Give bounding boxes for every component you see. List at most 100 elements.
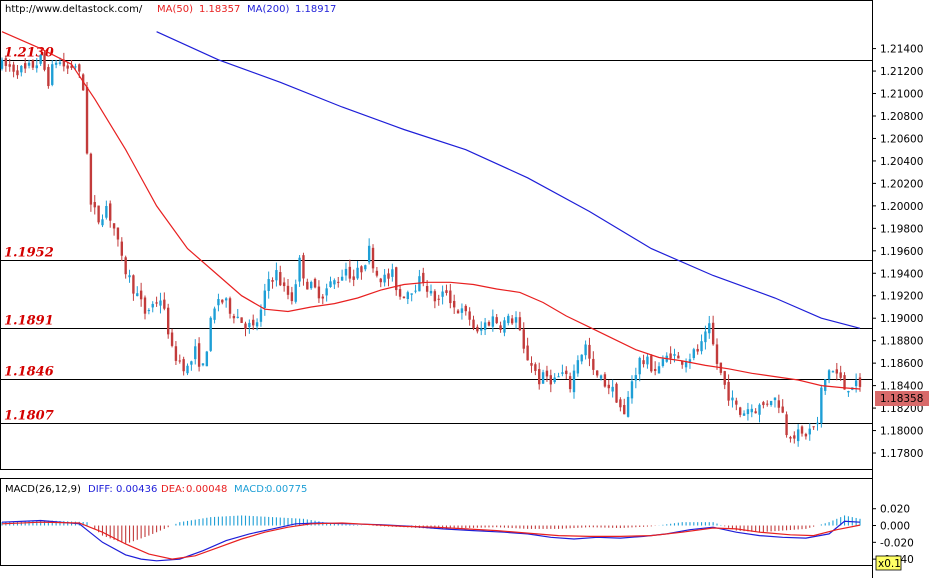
candle-bear: [781, 406, 784, 413]
candle-bull: [769, 400, 773, 405]
candle-bull: [325, 288, 328, 296]
macd-macd-value: 0.00775: [266, 484, 307, 495]
candle-bull: [684, 361, 688, 368]
candlestick-series: [0, 51, 862, 447]
candle-bear: [452, 300, 456, 308]
candle-bull: [553, 377, 556, 383]
candle-bear: [456, 310, 460, 314]
price-panel[interactable]: [0, 0, 873, 470]
candle-bear: [754, 411, 757, 414]
candle-bull: [159, 300, 162, 306]
candle-bear: [738, 407, 742, 415]
candle-bull: [213, 308, 216, 320]
candle-bear: [62, 59, 66, 67]
macd-dea-value: 0.00048: [186, 484, 227, 495]
scale-badge[interactable]: [875, 555, 902, 571]
candle-bull: [638, 357, 641, 375]
candle-bear: [352, 276, 355, 280]
candle-bear: [286, 285, 290, 295]
candle-bear: [132, 275, 135, 294]
candle-bull: [255, 322, 259, 327]
price-tick-label: 1.19400: [880, 268, 923, 280]
candle-bear: [804, 433, 808, 437]
level-label: 1.1952: [4, 246, 54, 261]
candle-bull: [406, 292, 410, 300]
candle-bull: [746, 409, 750, 415]
candle-bear: [522, 329, 525, 349]
candle-bear: [371, 247, 375, 269]
price-tick-label: 1.20200: [880, 178, 923, 190]
macd-dea-label: DEA:: [161, 484, 185, 495]
candle-bull: [758, 404, 761, 415]
candle-bull: [35, 65, 38, 69]
candle-bull: [503, 320, 506, 333]
candle-bear: [78, 64, 81, 72]
macd-diff-label: DIFF:: [88, 484, 113, 495]
candle-bear: [619, 399, 622, 408]
candle-bear: [178, 360, 181, 362]
candle-bear: [472, 319, 475, 329]
candle-bear: [433, 291, 437, 302]
candle-bear: [534, 364, 537, 371]
candle-bear: [711, 322, 715, 345]
candle-bear: [499, 325, 502, 330]
candle-bear: [843, 375, 846, 390]
price-tick-label: 1.19000: [880, 313, 923, 325]
candle-bear: [487, 321, 491, 326]
price-tick-label: 1.21000: [880, 89, 923, 101]
candle-bear: [387, 273, 390, 279]
candle-bear: [642, 360, 645, 365]
candle-bull: [294, 284, 297, 302]
candle-bear: [163, 299, 166, 309]
ma200-line: [156, 31, 861, 329]
candle-bear: [395, 267, 398, 291]
candle-bear: [375, 270, 379, 276]
candle-bull: [186, 365, 189, 374]
candle-bull: [824, 379, 827, 391]
candle-bull: [483, 322, 487, 330]
candle-bull: [572, 370, 576, 393]
candle-bear: [568, 376, 572, 390]
candle-bear: [139, 290, 143, 300]
candle-bear: [476, 326, 479, 332]
candle-bear: [777, 400, 781, 408]
candle-bull: [275, 270, 278, 281]
candle-bear: [360, 266, 363, 273]
candle-bear: [858, 377, 862, 387]
candle-bull: [205, 351, 209, 367]
candle-bull: [151, 303, 154, 308]
candle-bear: [182, 359, 185, 372]
price-axis-ticks: 1.21400 1.21200 1.21000 1.20800 1.20600 1.204…: [872, 44, 923, 460]
candle-bear: [166, 307, 170, 335]
candle-bear: [306, 281, 309, 290]
candle-bull: [460, 308, 464, 313]
candle-bull: [657, 366, 661, 374]
candle-bull: [74, 66, 77, 68]
candle-bull: [661, 358, 665, 366]
last-price-tag: [875, 391, 929, 406]
candle-bull: [391, 269, 394, 277]
price-tick-label: 1.18000: [880, 426, 923, 438]
candle-bull: [418, 276, 421, 292]
candle-bear: [603, 374, 607, 387]
candle-bull: [480, 328, 483, 331]
candle-bear: [97, 205, 100, 223]
candle-bull: [634, 375, 638, 381]
macd-panel[interactable]: [0, 478, 873, 566]
candle-bear: [43, 54, 46, 70]
price-tick-label: 1.19600: [880, 246, 923, 258]
price-tick-label: 1.18600: [880, 358, 923, 370]
candle-bull: [136, 293, 139, 297]
ma50-line: [1, 31, 861, 390]
candle-bear: [402, 296, 406, 299]
price-tick-label: 1.21200: [880, 66, 923, 78]
candle-bull: [309, 281, 313, 289]
candle-bear: [317, 286, 321, 299]
candle-bear: [607, 384, 610, 389]
candle-bear: [437, 298, 440, 300]
macd-dea-line: [1, 521, 861, 560]
candle-bear: [762, 402, 765, 406]
candle-bear: [143, 297, 147, 314]
candle-bear: [313, 278, 317, 288]
